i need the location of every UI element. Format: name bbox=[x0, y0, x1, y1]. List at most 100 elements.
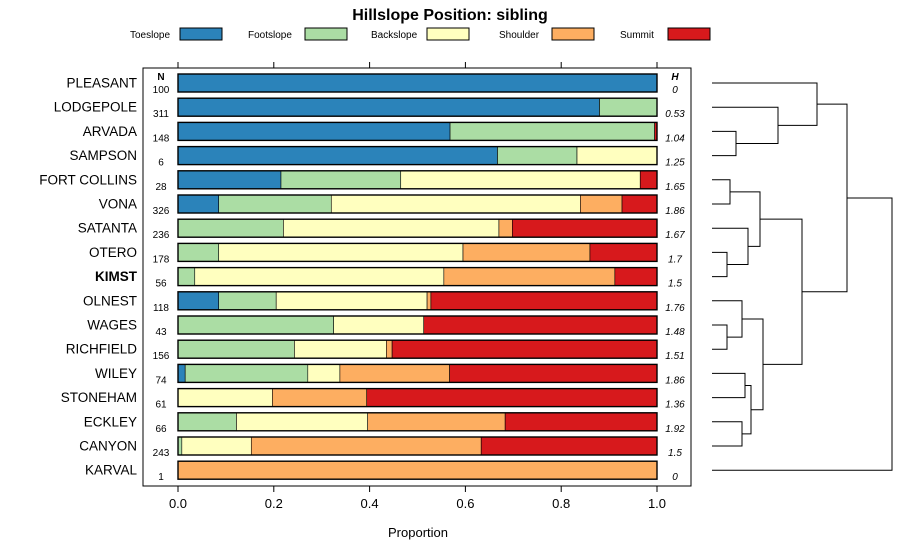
bar-segment-stoneham-summit bbox=[366, 388, 658, 407]
bar-outline bbox=[177, 387, 658, 408]
dendrogram-branch-c1 bbox=[712, 130, 737, 157]
bar-outline bbox=[177, 145, 658, 166]
bar-segment-eckley-summit bbox=[504, 412, 658, 432]
dendrogram-branch-c2 bbox=[712, 106, 779, 144]
bar-segment-richfield-footslope bbox=[177, 339, 295, 359]
bar-segment-eckley-shoulder bbox=[367, 412, 506, 432]
bar-segment-satanta-summit bbox=[512, 218, 658, 238]
bar-segment-sampson-footslope bbox=[497, 146, 578, 165]
bar-segment-wiley-summit bbox=[449, 364, 658, 383]
n-value: 236 bbox=[153, 230, 170, 241]
dendrogram-branch-c10 bbox=[712, 372, 746, 399]
h-value: 1.25 bbox=[665, 158, 685, 169]
n-value: 66 bbox=[155, 424, 167, 435]
bar-segment-wiley-footslope bbox=[184, 364, 309, 383]
h-value: 0 bbox=[672, 85, 678, 96]
bars bbox=[177, 73, 658, 480]
bar-segment-wages-footslope bbox=[177, 315, 334, 335]
row-label: CANYON bbox=[79, 439, 137, 454]
bar-segment-sampson-backslope bbox=[576, 146, 658, 165]
h-value: 1.76 bbox=[665, 303, 685, 314]
bar-outline bbox=[177, 73, 658, 93]
bar-outline bbox=[177, 121, 658, 142]
bar-segment-karval-shoulder bbox=[177, 460, 658, 480]
bar-segment-vona-footslope bbox=[218, 194, 332, 214]
bar-segment-wages-backslope bbox=[333, 315, 425, 335]
row-label: ARVADA bbox=[83, 124, 137, 139]
x-tick-label: 0.4 bbox=[361, 496, 379, 511]
row-label: OLNEST bbox=[83, 293, 137, 308]
dendrogram-branch-c8 bbox=[712, 324, 728, 350]
chart-title: Hillslope Position: sibling bbox=[352, 7, 548, 24]
h-value: 0 bbox=[672, 472, 678, 483]
bar-segment-satanta-footslope bbox=[177, 218, 284, 238]
n-column-header: N bbox=[157, 72, 164, 83]
bar-segment-kimst-footslope bbox=[177, 267, 196, 286]
bar-segment-olnest-shoulder bbox=[426, 291, 432, 311]
bar-segment-vona-backslope bbox=[330, 194, 581, 214]
h-value: 1.86 bbox=[665, 206, 685, 217]
bar-outline bbox=[177, 291, 658, 311]
row-label: LODGEPOLE bbox=[54, 100, 137, 115]
n-value: 28 bbox=[155, 182, 167, 193]
bar-segment-wiley-toeslope bbox=[177, 364, 186, 383]
legend-swatch-backslope bbox=[426, 27, 470, 41]
legend-label-footslope: Footslope bbox=[248, 30, 292, 41]
bar-outline bbox=[177, 412, 658, 432]
x-axis-title: Proportion bbox=[388, 525, 448, 540]
legend-swatch-shoulder bbox=[551, 27, 595, 41]
row-label: RICHFIELD bbox=[66, 342, 138, 357]
row-label: WAGES bbox=[87, 318, 137, 333]
bar-segment-richfield-backslope bbox=[294, 339, 387, 359]
legend-label-toeslope: Toeslope bbox=[130, 30, 170, 41]
bar-segment-fort-collins-toeslope bbox=[177, 170, 282, 190]
h-value: 1.65 bbox=[665, 182, 685, 193]
bar-segment-fort-collins-backslope bbox=[400, 170, 641, 190]
bar-segment-otero-backslope bbox=[218, 243, 464, 262]
n-labels: 100 311 148 6 28 326 236 178 56 118 43 156 74 61 66 243… bbox=[153, 85, 170, 483]
bar-segment-wiley-backslope bbox=[307, 364, 341, 383]
row-labels: PLEASANT LODGEPOLE ARVADA SAMPSON FORT COLLI… bbox=[39, 76, 138, 478]
row-label: PLEASANT bbox=[66, 76, 137, 91]
bar-segment-otero-footslope bbox=[177, 243, 220, 262]
bar-outline bbox=[177, 97, 658, 117]
bar-segment-olnest-toeslope bbox=[177, 291, 220, 311]
bar-segment-wages-summit bbox=[423, 315, 658, 335]
n-value: 148 bbox=[153, 133, 170, 144]
n-value: 56 bbox=[155, 279, 167, 290]
bar-outline bbox=[177, 194, 658, 214]
n-value: 156 bbox=[153, 351, 170, 362]
h-value: 1.86 bbox=[665, 375, 685, 386]
bar-segment-lodgepole-toeslope bbox=[177, 97, 600, 117]
bar-segment-otero-shoulder bbox=[462, 243, 591, 262]
bar-segment-richfield-summit bbox=[391, 339, 658, 359]
bar-segment-kimst-summit bbox=[614, 267, 658, 286]
h-value: 1.7 bbox=[668, 254, 682, 265]
bar-segment-lodgepole-footslope bbox=[599, 97, 658, 117]
bar-outline bbox=[177, 218, 658, 238]
bar-outline bbox=[177, 170, 658, 190]
bar-segment-vona-toeslope bbox=[177, 194, 220, 214]
n-value: 178 bbox=[153, 254, 170, 265]
dendrogram-branch-c3 bbox=[712, 82, 818, 126]
bar-segment-satanta-shoulder bbox=[498, 218, 513, 238]
bar-segment-canyon-summit bbox=[480, 436, 658, 456]
x-axis: 0.0 0.2 0.4 0.6 0.8 1.0 bbox=[169, 62, 666, 511]
x-tick-label: 1.0 bbox=[648, 496, 666, 511]
n-value: 6 bbox=[158, 158, 164, 169]
h-value: 0.53 bbox=[665, 109, 685, 120]
bar-segment-pleasant-toeslope bbox=[177, 73, 658, 93]
legend: Toeslope Footslope Backslope Shoulder Summit bbox=[130, 27, 711, 41]
bar-segment-eckley-backslope bbox=[236, 412, 368, 432]
bar-outline bbox=[177, 266, 658, 287]
bar-segment-fort-collins-summit bbox=[639, 170, 658, 190]
row-label: STONEHAM bbox=[61, 390, 137, 405]
bar-segment-canyon-backslope bbox=[181, 436, 252, 456]
row-label: KIMST bbox=[95, 269, 138, 284]
row-label: SATANTA bbox=[78, 221, 137, 236]
dendrogram-branch-c7 bbox=[730, 191, 761, 247]
bar-segment-olnest-summit bbox=[430, 291, 658, 311]
legend-swatch-summit bbox=[667, 27, 711, 41]
h-value: 1.48 bbox=[665, 327, 685, 338]
